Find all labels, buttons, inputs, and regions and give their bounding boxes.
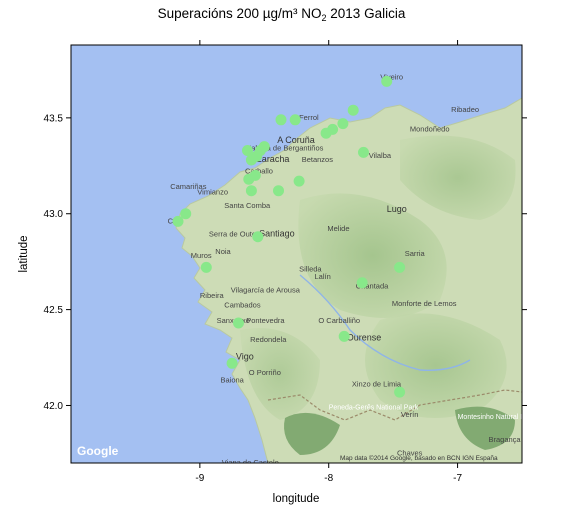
river: [299, 274, 471, 371]
map-place-label: Vimianzo: [197, 188, 228, 197]
inland-relief-4: [240, 328, 320, 420]
inland-relief-1: [298, 193, 447, 318]
park-area-1: [284, 412, 340, 455]
data-point: [337, 118, 349, 130]
map-place-label: Monforte de Lemos: [392, 299, 457, 308]
map-place-label: Mondoñedo: [410, 124, 450, 133]
data-point: [327, 123, 339, 135]
map-place-label: Baiona: [221, 376, 245, 385]
map-place-label: Carballo: [245, 167, 273, 176]
data-point: [394, 386, 406, 398]
map-place-label: Lugo: [387, 204, 407, 214]
map-place-label: Malpica de Bergantiños: [245, 144, 324, 153]
map-place-label: O Porriño: [249, 368, 281, 377]
map-place-label: A Coruña: [277, 135, 315, 145]
map-place-label: Silleda: [299, 264, 322, 273]
data-point: [172, 215, 184, 227]
data-point: [242, 145, 253, 156]
data-point: [245, 154, 257, 166]
map-place-label: A Laracha: [249, 154, 290, 164]
data-point: [252, 231, 264, 243]
map-place-label: Lalín: [315, 272, 331, 281]
data-point: [273, 185, 284, 197]
map-place-label: Santa Comba: [224, 201, 271, 210]
map-place-label: Bragança: [489, 435, 522, 444]
data-point: [356, 277, 368, 289]
map-place-label: Vigo: [236, 352, 254, 362]
x-tick-label: -7: [453, 473, 462, 484]
map-place-label: Chantada: [356, 282, 389, 291]
map-background: A Coruña Ferrol Viveiro Ribadeo Malpica de B…: [71, 45, 536, 467]
data-point: [289, 114, 301, 126]
x-tick-label: -8: [324, 473, 333, 484]
map-place-label: Sanxenxo: [217, 316, 250, 325]
chart-title: Superacións 200 µg/m³ NO2 2013 Galicia: [157, 6, 406, 23]
data-point: [245, 185, 257, 197]
y-axis: 42.0 42.5 43.0 43.5: [44, 113, 527, 412]
data-point: [180, 208, 192, 220]
data-point: [358, 146, 369, 158]
data-point: [233, 317, 244, 329]
y-tick-label: 43.0: [44, 209, 64, 220]
data-point: [293, 175, 305, 187]
map-place-labels: A Coruña Ferrol Viveiro Ribadeo Malpica de B…: [168, 73, 522, 467]
map-place-label: Chaves: [397, 448, 423, 457]
data-point: [394, 261, 406, 273]
map-place-label: Betanzos: [302, 155, 334, 164]
map-park-label: Montesinho Natural Park: [458, 414, 536, 421]
y-axis-title: latitude: [18, 235, 30, 272]
data-point: [275, 114, 287, 126]
y-tick-label: 42.0: [44, 401, 64, 412]
map-place-label: Ribadeo: [451, 105, 479, 114]
data-points: [172, 75, 406, 398]
map-place-label: Ferrol: [299, 113, 319, 122]
map-attribution: Map data ©2014 Google, basado en BCN IGN…: [340, 454, 498, 462]
data-point: [338, 330, 350, 342]
map-park-label: Peneda-Gerês National Park: [329, 404, 419, 411]
map-place-label: Vilagarcía de Arousa: [231, 285, 301, 294]
map-place-label: Cambados: [224, 301, 261, 310]
data-point: [258, 141, 270, 153]
data-point: [200, 261, 212, 273]
map-place-label: Viveiro: [380, 73, 403, 82]
data-point: [243, 173, 255, 185]
map-place-label: Viana do Castelo: [222, 458, 279, 467]
map-place-label: Muros: [191, 251, 212, 260]
map-place-label: Ourense: [347, 332, 382, 342]
map-place-label: Melide: [327, 224, 349, 233]
map-park-labels: Peneda-Gerês National Park Montesinho Nat…: [329, 404, 536, 421]
y-tick-label: 43.5: [44, 113, 64, 124]
x-tick-label: -9: [195, 473, 204, 484]
park-area-2: [455, 406, 515, 450]
google-logo: Google: [77, 444, 119, 458]
inland-relief-3: [400, 135, 516, 220]
data-point: [347, 104, 359, 116]
map-place-label: Camariñas: [170, 182, 207, 191]
map-place-label: Vilalba: [369, 151, 392, 160]
map-place-label: Redondela: [250, 335, 287, 344]
map-place-label: Noia: [215, 247, 231, 256]
map-place-label: Sarria: [405, 249, 426, 258]
portugal-border: [267, 389, 522, 421]
map-place-label: Xinzo de Limia: [352, 379, 402, 388]
map-place-label: Serra de Outes: [209, 230, 260, 239]
x-axis-title: longitude: [273, 493, 320, 505]
x-axis: -9 -8 -7: [195, 40, 462, 484]
data-point: [226, 357, 238, 369]
data-point: [381, 75, 393, 87]
map-place-label: Ribeira: [200, 291, 225, 300]
plot-frame: [70, 44, 523, 464]
y-tick-label: 42.5: [44, 305, 64, 316]
map-place-label: Santiago: [259, 229, 295, 239]
map-place-label: Pontevedra: [246, 316, 285, 325]
map-place-label: O Carballiño: [318, 316, 360, 325]
map-place-label: Verín: [401, 410, 419, 419]
